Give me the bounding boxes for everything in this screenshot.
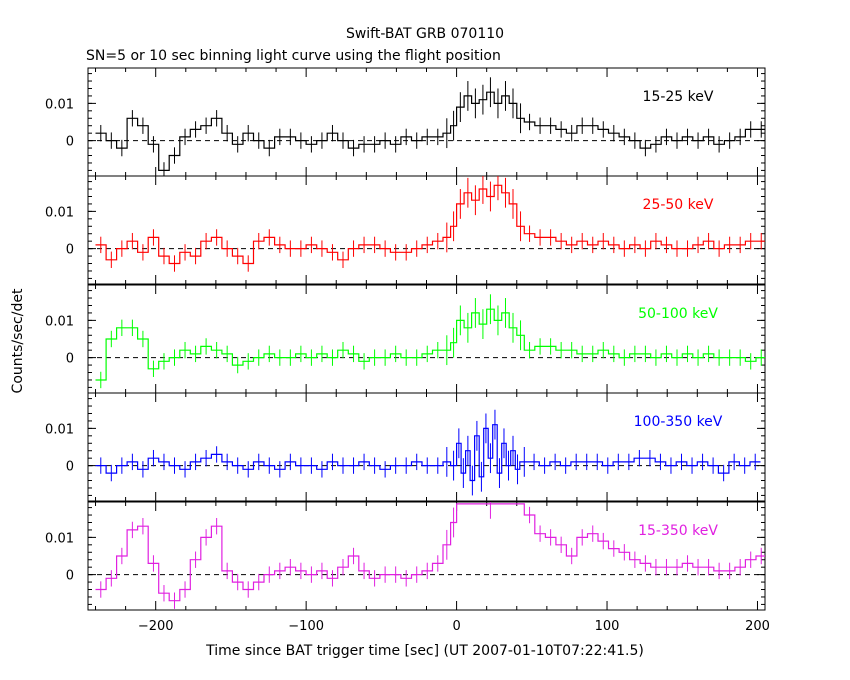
x-axis-label: Time since BAT trigger time [sec] (UT 20…	[205, 643, 644, 659]
series-line	[95, 503, 765, 602]
y-tick-label: 0.01	[45, 314, 74, 329]
panel-3: 0 0.01 50-100 keV	[45, 284, 766, 394]
y-axis-label: Counts/sec/det	[10, 288, 26, 393]
y-tick-label: 0	[66, 460, 74, 475]
chart-title: Swift-BAT GRB 070110	[346, 26, 504, 42]
panel-label: 50-100 keV	[638, 306, 718, 322]
panel-frame	[87, 175, 766, 285]
curve-group	[95, 409, 761, 496]
panel-frame	[87, 392, 766, 502]
curve-group	[95, 176, 765, 272]
y-tick-label: 0.01	[45, 97, 74, 112]
series-line	[95, 424, 761, 482]
y-tick-label: 0.01	[45, 531, 74, 546]
y-tick-label: 0	[66, 352, 74, 367]
y-tick-label: 0	[66, 569, 74, 584]
panel-label: 25-50 keV	[643, 197, 714, 213]
x-tick-label: 100	[595, 619, 620, 634]
curve-group	[95, 77, 765, 176]
panel-frame	[87, 284, 766, 394]
x-tick-label: 0	[452, 619, 460, 634]
panel-label: 15-25 keV	[643, 89, 714, 105]
x-tick-label: −200	[138, 619, 174, 634]
series-line	[95, 308, 765, 381]
panels-group: 0 0.01 15-25 keV 0 0.01 25-50 keV 0 0.01 50-100 …	[45, 67, 770, 634]
panel-4: 0 0.01 100-350 keV	[45, 392, 766, 502]
y-tick-label: 0	[66, 243, 74, 258]
y-tick-label: 0.01	[45, 205, 74, 220]
panel-label: 100-350 keV	[634, 414, 723, 430]
panel-5: 0 0.01 15-350 keV −200 −100 0 100 200	[45, 501, 770, 634]
curve-group	[95, 502, 765, 609]
y-tick-label: 0.01	[45, 422, 74, 437]
panel-1: 0 0.01 15-25 keV	[45, 67, 766, 177]
y-tick-label: 0	[66, 135, 74, 150]
panel-label: 15-350 keV	[638, 523, 718, 539]
x-tick-label: −100	[288, 619, 324, 634]
series-line	[95, 184, 765, 265]
panel-2: 0 0.01 25-50 keV	[45, 175, 766, 285]
panel-frame	[87, 67, 766, 177]
chart-subtitle: SN=5 or 10 sec binning light curve using…	[86, 48, 501, 64]
curve-group	[95, 294, 765, 389]
panel-frame	[87, 501, 766, 611]
x-tick-label: 200	[745, 619, 770, 634]
